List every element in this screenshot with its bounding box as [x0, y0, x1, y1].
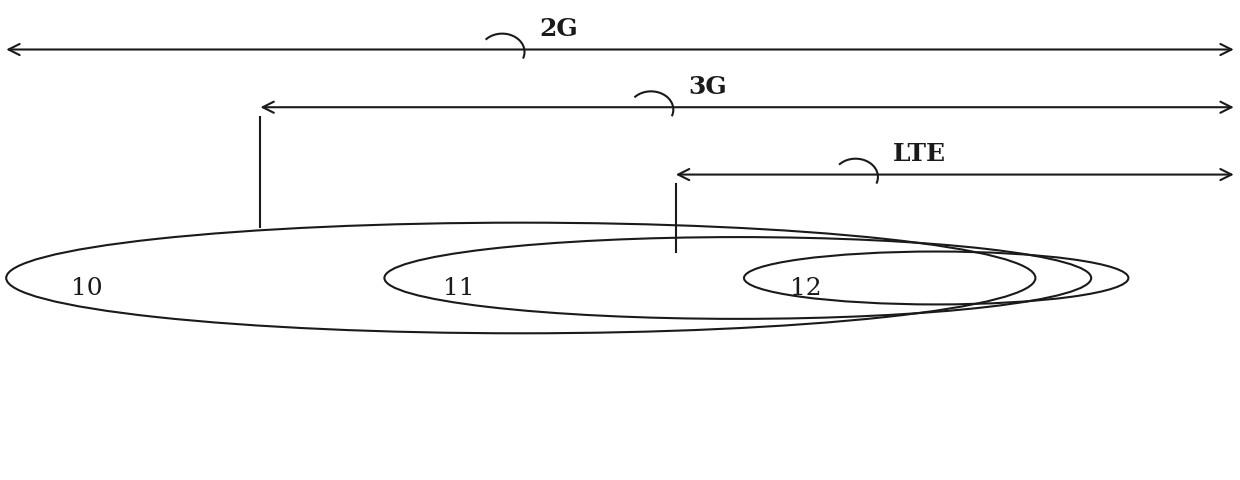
Text: 3G: 3G	[688, 74, 727, 98]
Text: 10: 10	[71, 276, 103, 300]
Text: 12: 12	[790, 276, 822, 300]
Text: 11: 11	[443, 276, 475, 300]
Text: 2G: 2G	[539, 17, 578, 41]
Text: LTE: LTE	[893, 142, 946, 166]
